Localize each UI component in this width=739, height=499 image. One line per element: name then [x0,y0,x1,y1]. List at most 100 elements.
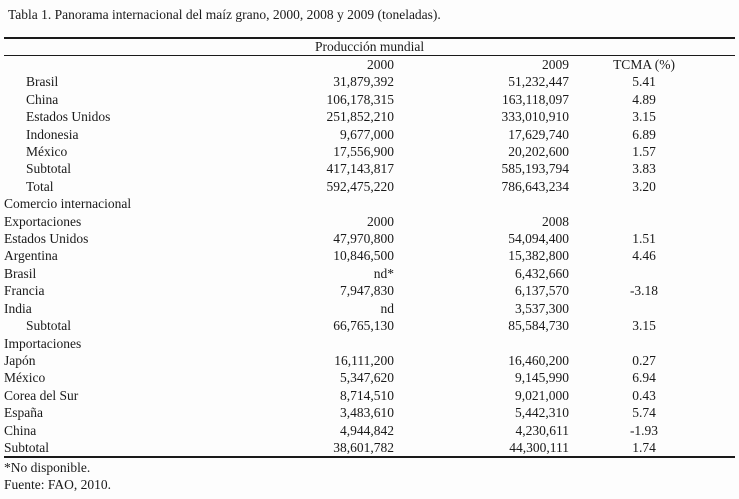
value-tcma: -1.93 [629,422,659,438]
value-2009: 585,193,794 [501,161,570,177]
table-row: Exportaciones 2000 2008 [4,213,735,230]
filler-cell [719,195,735,212]
value-2000: 106,178,315 [326,91,395,107]
filler-cell [719,126,735,143]
value-2000: 4,944,842 [340,422,394,438]
filler-cell [719,230,735,247]
filler-cell [719,143,735,160]
value-tcma: 1.51 [632,231,656,247]
filler-cell [719,404,735,421]
table-row: China 106,178,315 163,118,097 4.89 [4,91,735,108]
table-footnotes: *No disponible. Fuente: FAO, 2010. [4,460,731,493]
value-2009 [394,195,569,212]
table-section-header-row: Producción mundial [4,37,736,56]
value-tcma: 4.89 [632,91,656,107]
filler-cell [719,265,735,282]
table-row: México 5,347,620 9,145,990 6.94 [4,369,735,386]
row-label: Corea del Sur [4,387,79,403]
table-body: Producción mundial 2000 2009 TCMA (%) Br… [4,37,736,459]
row-label: Francia [4,283,45,299]
table-row: Subtotal 38,601,782 44,300,111 1.74 [4,438,736,459]
table-row: Subtotal 417,143,817 585,193,794 3.83 [4,160,735,177]
table-row: Subtotal 66,765,130 85,584,730 3.15 [4,317,735,334]
value-2000: 17,556,900 [333,144,394,160]
value-2009: 2008 [542,213,569,229]
table-row: Importaciones [4,335,735,352]
table-row: India nd 3,537,300 [4,300,735,317]
column-header-tcma: TCMA (%) [613,57,675,72]
section-header-produccion-mundial: Producción mundial [4,37,736,56]
value-2000: 592,475,220 [326,178,395,194]
table-row: Estados Unidos 47,970,800 54,094,400 1.51 [4,230,735,247]
row-label: Exportaciones [4,213,82,229]
filler-cell [719,282,735,299]
filler-cell [719,56,735,74]
row-label: Brasil [4,265,37,281]
row-label: Comercio internacional [4,196,132,212]
row-label: China [4,422,37,438]
row-label: Subtotal [26,161,72,177]
table-title: Tabla 1. Panorama internacional del maíz… [8,7,441,22]
row-label: Total [26,178,54,194]
value-2000 [314,335,394,352]
value-2000: 2000 [367,213,394,229]
value-2000: 9,677,000 [340,126,394,142]
row-label: Importaciones [4,335,82,351]
table-row: Brasil nd* 6,432,660 [4,265,735,282]
value-2009: 786,643,234 [501,178,570,194]
value-2000: 417,143,817 [326,161,395,177]
filler-cell [719,213,735,230]
value-tcma [569,195,719,212]
value-2009: 3,537,300 [515,300,569,316]
column-header-blank [4,56,314,74]
row-label: Subtotal [4,438,314,459]
value-tcma: 3.15 [632,109,656,125]
value-tcma [569,213,719,230]
value-2009: 163,118,097 [502,91,569,107]
table-row: Estados Unidos 251,852,210 333,010,910 3.15 [4,108,735,125]
value-tcma: -3.18 [629,283,659,299]
filler-cell [719,108,735,125]
footnote-no-disponible: *No disponible. [4,460,91,476]
filler-cell [719,317,735,334]
row-label: Estados Unidos [26,109,111,125]
value-tcma: 3.15 [632,318,656,334]
row-label: Argentina [4,248,58,264]
table-row: Comercio internacional [4,195,735,212]
value-2009: 5,442,310 [515,405,569,421]
value-2000: 251,852,210 [326,109,395,125]
value-2009: 6,137,570 [515,283,569,299]
value-2009: 9,021,000 [515,387,569,403]
row-label: Brasil [26,74,59,90]
filler-cell [719,73,735,90]
filler-cell [719,369,735,386]
row-label: Japón [4,352,36,368]
value-2009: 15,382,800 [508,248,569,264]
filler-cell [719,422,735,439]
value-tcma [569,335,719,352]
filler-cell [719,160,735,177]
value-tcma: 0.43 [632,387,656,403]
table-row: Brasil 31,879,392 51,232,447 5.41 [4,73,735,90]
data-table: Producción mundial 2000 2009 TCMA (%) Br… [4,37,736,459]
column-header-2000: 2000 [367,57,394,72]
value-tcma: 3.83 [632,161,656,177]
row-label: México [4,370,46,386]
value-2000: 10,846,500 [333,248,394,264]
column-header-row: 2000 2009 TCMA (%) [4,56,735,74]
value-2000: 16,111,200 [334,352,394,368]
row-label: China [26,91,59,107]
table-row: España 3,483,610 5,442,310 5.74 [4,404,735,421]
table-row: Corea del Sur 8,714,510 9,021,000 0.43 [4,387,735,404]
row-label: España [4,405,43,421]
row-label: México [26,144,68,160]
value-2009: 16,460,200 [508,352,569,368]
value-2000 [314,195,394,212]
value-tcma: 3.20 [632,178,656,194]
table-row: Japón 16,111,200 16,460,200 0.27 [4,352,735,369]
filler-cell [719,387,735,404]
filler-cell [719,178,735,195]
value-2000: 7,947,830 [340,283,394,299]
value-tcma: 5.74 [632,405,656,421]
value-2009: 54,094,400 [508,231,569,247]
